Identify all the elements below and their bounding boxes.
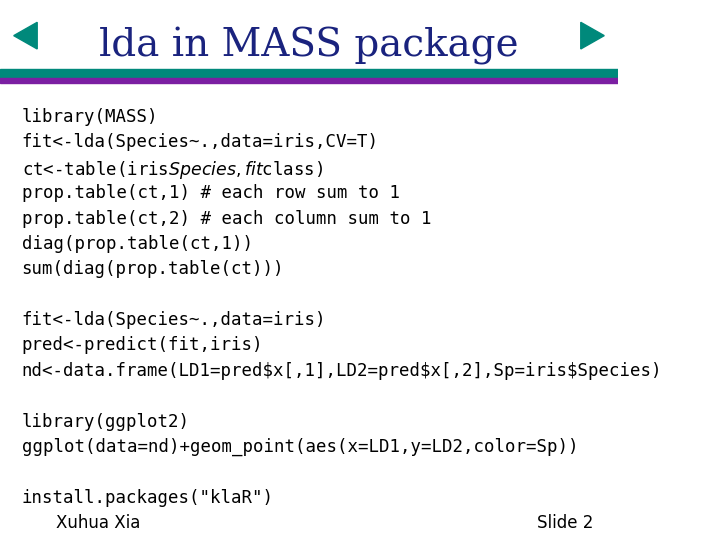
Text: fit<-lda(Species~.,data=iris): fit<-lda(Species~.,data=iris)	[22, 311, 326, 329]
Text: pred<-predict(fit,iris): pred<-predict(fit,iris)	[22, 336, 263, 354]
Text: library(ggplot2): library(ggplot2)	[22, 413, 189, 430]
Text: prop.table(ct,2) # each column sum to 1: prop.table(ct,2) # each column sum to 1	[22, 210, 431, 227]
Text: nd<-data.frame(LD1=pred$x[,1],LD2=pred$x[,2],Sp=iris$Species): nd<-data.frame(LD1=pred$x[,1],LD2=pred$x…	[22, 362, 662, 380]
Text: library(MASS): library(MASS)	[22, 108, 158, 126]
Text: Xuhua Xia: Xuhua Xia	[55, 514, 140, 532]
Text: lda in MASS package: lda in MASS package	[99, 27, 519, 65]
Text: prop.table(ct,1) # each row sum to 1: prop.table(ct,1) # each row sum to 1	[22, 184, 400, 202]
Text: ggplot(data=nd)+geom_point(aes(x=LD1,y=LD2,color=Sp)): ggplot(data=nd)+geom_point(aes(x=LD1,y=L…	[22, 438, 578, 456]
Bar	[0, 78, 618, 83]
Text: fit<-lda(Species~.,data=iris,CV=T): fit<-lda(Species~.,data=iris,CV=T)	[22, 133, 379, 151]
Polygon shape	[581, 22, 604, 49]
Text: Slide 2: Slide 2	[537, 514, 593, 532]
Bar	[0, 69, 618, 78]
Text: diag(prop.table(ct,1)): diag(prop.table(ct,1))	[22, 235, 253, 253]
Text: sum(diag(prop.table(ct))): sum(diag(prop.table(ct)))	[22, 260, 284, 278]
Text: ct<-table(iris$Species,fit$class): ct<-table(iris$Species,fit$class)	[22, 159, 323, 181]
Polygon shape	[14, 22, 37, 49]
Text: install.packages("klaR"): install.packages("klaR")	[22, 489, 274, 507]
